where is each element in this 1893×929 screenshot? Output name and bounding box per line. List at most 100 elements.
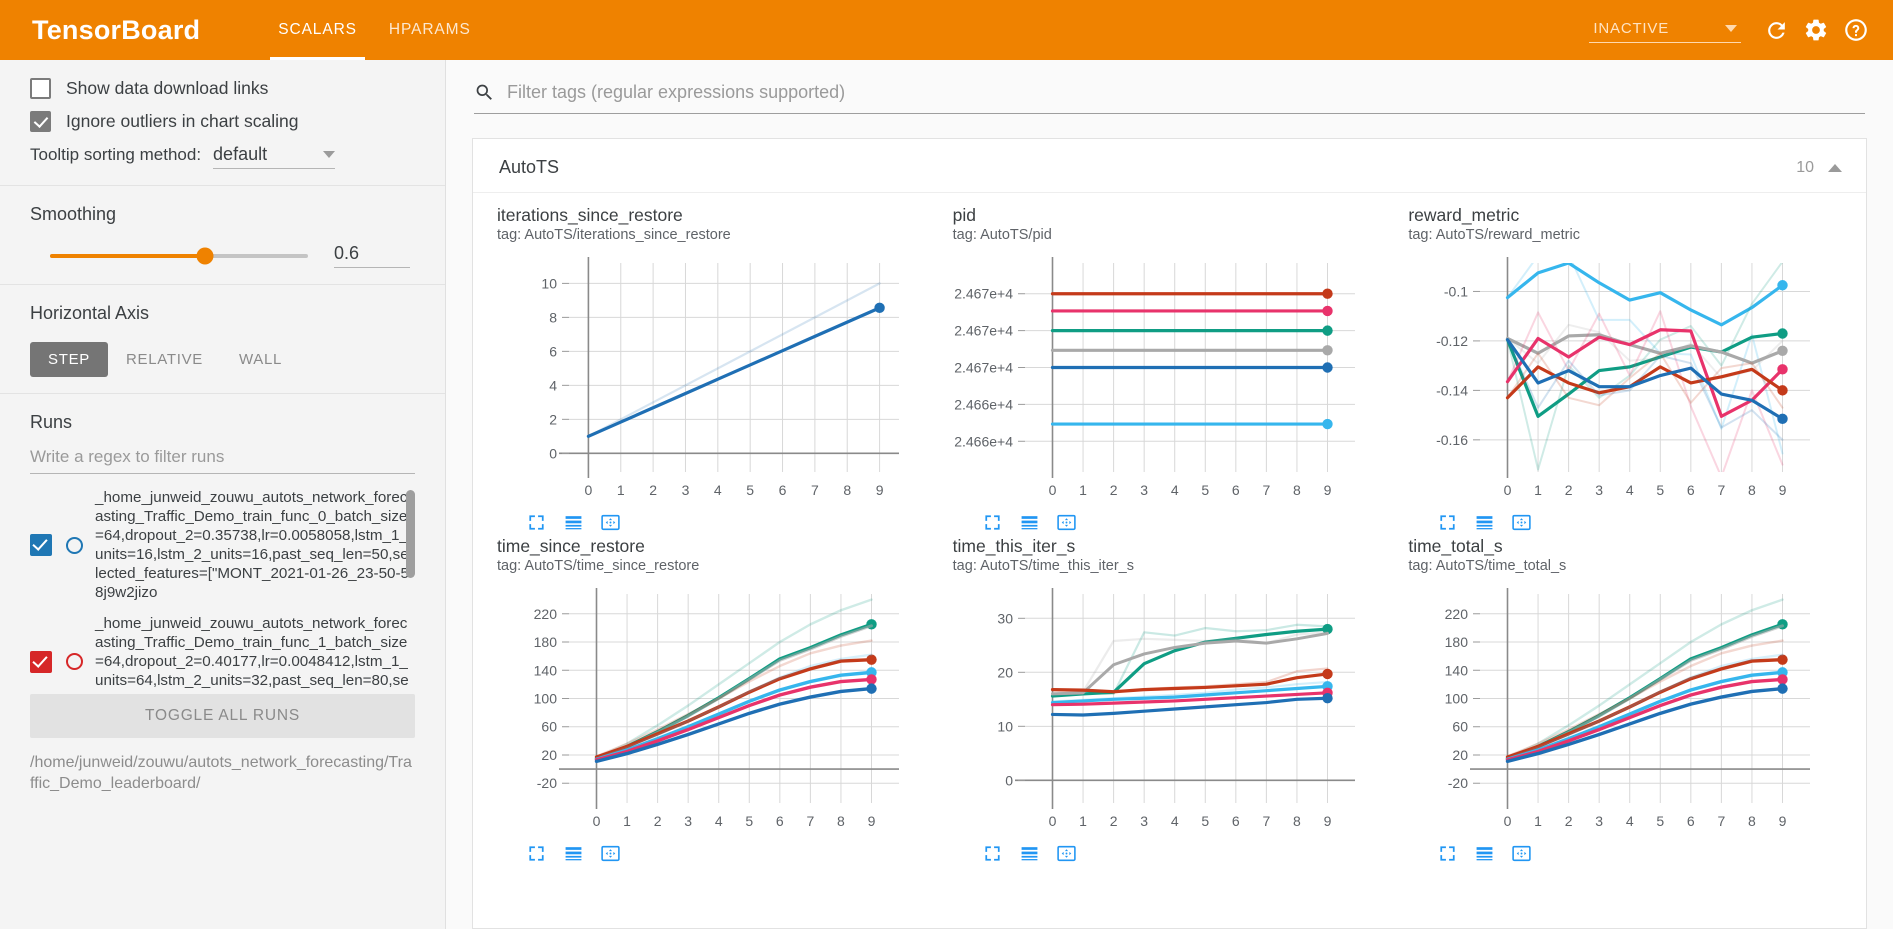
fit-domain-icon[interactable] (1512, 844, 1532, 863)
svg-text:20: 20 (997, 664, 1013, 680)
display-options-section: Show data download links Ignore outliers… (0, 60, 445, 186)
svg-text:6: 6 (776, 813, 784, 829)
show-download-links-label: Show data download links (66, 78, 269, 98)
fit-domain-icon[interactable] (601, 844, 620, 863)
chart-plot[interactable]: 0 2 4 6 8 10 0 1 2 3 4 5 6 7 8 9 (497, 251, 935, 511)
show-download-links-row[interactable]: Show data download links (30, 78, 415, 99)
expand-icon[interactable] (1438, 844, 1457, 863)
chart-plot[interactable]: -0.16 -0.14 -0.12 -0.1 0 1 2 3 4 5 6 7 8 9 (1408, 251, 1846, 511)
svg-text:220: 220 (1445, 606, 1469, 622)
chart-plot[interactable]: -20 20 60 100 140 180 220 0 1 2 3 4 5 6 7 8 9 (497, 582, 935, 842)
toggle-yaxis-icon[interactable] (1020, 844, 1039, 863)
run-name: _home_junweid_zouwu_autots_network_forec… (95, 615, 409, 688)
chart-title: time_this_iter_s (952, 536, 1076, 556)
run-status-dropdown[interactable]: INACTIVE (1589, 18, 1741, 43)
axis-option-relative[interactable]: RELATIVE (125, 351, 203, 368)
tab-scalars[interactable]: SCALARS (262, 0, 373, 60)
chart-tag: tag: AutoTS/time_this_iter_s (952, 558, 1134, 574)
tooltip-sort-select[interactable]: default (213, 144, 336, 169)
toggle-yaxis-icon[interactable] (1020, 513, 1039, 532)
fit-domain-icon[interactable] (1056, 844, 1076, 863)
chart-time_since_restore: time_since_restore tag: AutoTS/time_since… (497, 536, 935, 867)
svg-text:8: 8 (837, 813, 845, 829)
svg-text:7: 7 (1262, 813, 1270, 829)
expand-icon[interactable] (983, 513, 1002, 532)
toggle-yaxis-icon[interactable] (1475, 513, 1494, 532)
svg-text:3: 3 (1596, 813, 1604, 829)
svg-text:10: 10 (541, 275, 557, 291)
axis-option-wall[interactable]: WALL (239, 351, 283, 368)
toggle-yaxis-icon[interactable] (564, 513, 583, 532)
expand-icon[interactable] (527, 844, 546, 863)
svg-text:1: 1 (1079, 813, 1087, 829)
ignore-outliers-checkbox[interactable] (30, 111, 51, 132)
chevron-down-icon (1725, 24, 1737, 32)
svg-text:140: 140 (534, 662, 558, 678)
logdir-path: /home/junweid/zouwu/autots_network_forec… (30, 754, 412, 792)
card-header[interactable]: AutoTS 10 (473, 139, 1866, 193)
svg-text:20: 20 (1453, 747, 1469, 763)
svg-text:1: 1 (1534, 482, 1542, 498)
svg-text:3: 3 (684, 813, 692, 829)
tab-hparams[interactable]: HPARAMS (388, 21, 471, 38)
svg-text:3: 3 (1140, 482, 1148, 498)
show-download-links-checkbox[interactable] (30, 78, 51, 99)
toggle-yaxis-icon[interactable] (1475, 844, 1494, 863)
expand-icon[interactable] (527, 513, 546, 532)
toggle-all-runs-button[interactable]: TOGGLE ALL RUNS (30, 694, 415, 738)
svg-text:10: 10 (997, 718, 1013, 734)
list-item[interactable]: _home_junweid_zouwu_autots_network_forec… (30, 614, 409, 688)
help-icon[interactable] (1841, 15, 1871, 45)
fit-domain-icon[interactable] (1056, 513, 1076, 532)
list-item[interactable]: _home_junweid_zouwu_autots_network_forec… (30, 488, 409, 602)
smoothing-value-input[interactable]: 0.6 (334, 243, 410, 268)
svg-text:4: 4 (1170, 482, 1178, 498)
runs-scrollbar[interactable] (406, 490, 415, 578)
chart-plot[interactable]: -20 20 60 100 140 180 220 0 1 2 3 4 5 6 7 8 9 (1408, 582, 1846, 842)
svg-text:5: 5 (746, 482, 754, 498)
svg-text:7: 7 (1718, 813, 1726, 829)
chart-tag: tag: AutoTS/time_since_restore (497, 558, 700, 574)
svg-text:9: 9 (868, 813, 876, 829)
fit-domain-icon[interactable] (1512, 513, 1532, 532)
gear-icon[interactable] (1801, 15, 1831, 45)
chart-toolbar (953, 844, 1391, 863)
runs-filter-input[interactable]: Write a regex to filter runs (30, 447, 415, 474)
chart-plot[interactable]: 2.467e+4 2.467e+4 2.467e+4 2.466e+4 2.466e+4… (953, 251, 1391, 511)
tag-filter[interactable]: Filter tags (regular expressions support… (474, 82, 1865, 114)
fit-domain-icon[interactable] (601, 513, 620, 532)
expand-icon[interactable] (983, 844, 1002, 863)
svg-text:0: 0 (585, 482, 593, 498)
expand-icon[interactable] (1438, 513, 1457, 532)
chevron-up-icon[interactable] (1828, 163, 1842, 172)
smoothing-slider[interactable] (50, 247, 308, 264)
tag-filter-input[interactable]: Filter tags (regular expressions support… (507, 82, 846, 102)
svg-text:100: 100 (1445, 691, 1469, 707)
toggle-yaxis-icon[interactable] (564, 844, 583, 863)
chart-time_this_iter_s: time_this_iter_s tag: AutoTS/time_this_it… (953, 536, 1391, 867)
refresh-icon[interactable] (1761, 15, 1791, 45)
svg-text:8: 8 (843, 482, 851, 498)
chart-plot[interactable]: 0 10 20 30 0 1 2 3 4 5 6 7 8 9 (953, 582, 1391, 842)
svg-text:180: 180 (534, 634, 558, 650)
tooltip-sort-label: Tooltip sorting method: (30, 145, 202, 164)
svg-text:8: 8 (1293, 813, 1301, 829)
svg-text:7: 7 (806, 813, 814, 829)
smoothing-slider-knob[interactable] (196, 247, 214, 264)
runs-section: Runs Write a regex to filter runs _home_… (0, 394, 445, 810)
svg-text:6: 6 (1232, 813, 1240, 829)
svg-text:8: 8 (1748, 482, 1756, 498)
ignore-outliers-row[interactable]: Ignore outliers in chart scaling (30, 111, 415, 132)
chart-pid: pid tag: AutoTS/pid 2.467e+4 2.467e+4 2.467e… (953, 205, 1391, 536)
runs-list[interactable]: _home_junweid_zouwu_autots_network_forec… (30, 488, 415, 688)
search-icon (476, 84, 492, 100)
svg-text:5: 5 (1657, 813, 1665, 829)
card-title: AutoTS (499, 157, 560, 177)
run-checkbox[interactable] (30, 534, 52, 556)
svg-text:7: 7 (1262, 482, 1270, 498)
run-checkbox[interactable] (30, 650, 52, 673)
chart-reward_metric: reward_metric tag: AutoTS/reward_metric -0… (1408, 205, 1846, 536)
axis-option-step[interactable]: STEP (30, 342, 108, 377)
chart-title: pid (952, 205, 977, 225)
svg-text:6: 6 (1232, 482, 1240, 498)
